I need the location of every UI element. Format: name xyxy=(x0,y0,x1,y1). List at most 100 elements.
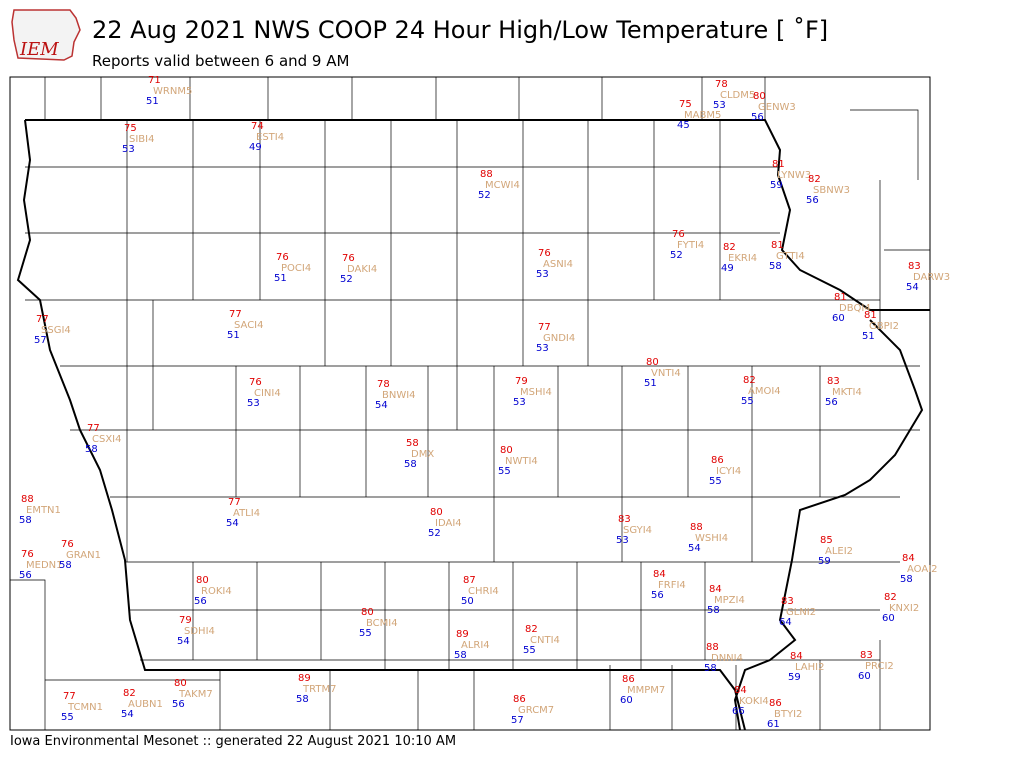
low-temp: 55 xyxy=(61,712,74,723)
high-temp: 80 xyxy=(361,607,374,618)
high-temp: 82 xyxy=(525,624,538,635)
footer: Iowa Environmental Mesonet :: generated … xyxy=(10,734,456,749)
low-temp: 54 xyxy=(226,518,239,529)
high-temp: 88 xyxy=(21,494,34,505)
low-temp: 52 xyxy=(340,274,353,285)
high-temp: 77 xyxy=(228,497,241,508)
low-temp: 54 xyxy=(906,282,919,293)
high-temp: 82 xyxy=(808,174,821,185)
high-temp: 84 xyxy=(734,685,747,696)
low-temp: 66 xyxy=(732,706,745,717)
high-temp: 81 xyxy=(864,310,877,321)
high-temp: 75 xyxy=(124,123,137,134)
high-temp: 88 xyxy=(480,169,493,180)
high-temp: 78 xyxy=(377,379,390,390)
high-temp: 82 xyxy=(884,592,897,603)
high-temp: 88 xyxy=(706,642,719,653)
high-temp: 79 xyxy=(515,376,528,387)
high-temp: 84 xyxy=(902,553,915,564)
high-temp: 76 xyxy=(538,248,551,259)
station-id: GBPI2 xyxy=(869,321,899,332)
station-id: GLNI2 xyxy=(786,607,816,618)
low-temp: 51 xyxy=(862,331,875,342)
high-temp: 77 xyxy=(36,314,49,325)
high-temp: 80 xyxy=(196,575,209,586)
station-id: TRTM7 xyxy=(302,684,336,695)
station-id: ALRI4 xyxy=(461,640,490,651)
high-temp: 74 xyxy=(251,121,264,132)
low-temp: 55 xyxy=(523,645,536,656)
station-id: SACI4 xyxy=(234,320,264,331)
high-temp: 87 xyxy=(463,575,476,586)
high-temp: 80 xyxy=(174,678,187,689)
high-temp: 58 xyxy=(406,438,419,449)
low-temp: 55 xyxy=(498,466,511,477)
high-temp: 88 xyxy=(690,522,703,533)
low-temp: 54 xyxy=(121,709,134,720)
high-temp: 86 xyxy=(513,694,526,705)
county-lines xyxy=(10,77,930,730)
high-temp: 79 xyxy=(179,615,192,626)
state-border xyxy=(16,119,930,731)
high-temp: 76 xyxy=(276,252,289,263)
high-temp: 89 xyxy=(456,629,469,640)
station-id: AOAI2 xyxy=(907,564,938,575)
station-id: CLDM5 xyxy=(720,90,755,101)
station-id: MCWI4 xyxy=(485,180,520,191)
low-temp: 58 xyxy=(707,605,720,616)
high-temp: 80 xyxy=(646,357,659,368)
low-temp: 52 xyxy=(670,250,683,261)
low-temp: 56 xyxy=(651,590,664,601)
station-id: FYTI4 xyxy=(677,240,704,251)
high-temp: 86 xyxy=(769,698,782,709)
low-temp: 51 xyxy=(274,273,287,284)
station-id: AMOI4 xyxy=(748,386,781,397)
station-id: LYNW3 xyxy=(777,170,811,181)
high-temp: 80 xyxy=(430,507,443,518)
low-temp: 60 xyxy=(858,671,871,682)
low-temp: 50 xyxy=(461,596,474,607)
station-id: CINI4 xyxy=(254,388,281,399)
station-id: MEDN1 xyxy=(26,560,63,571)
low-temp: 58 xyxy=(296,694,309,705)
low-temp: 45 xyxy=(677,120,690,131)
station-id: DARW3 xyxy=(913,272,950,283)
station-id: MABM5 xyxy=(684,110,721,121)
low-temp: 56 xyxy=(172,699,185,710)
low-temp: 58 xyxy=(769,261,782,272)
low-temp: 61 xyxy=(767,719,780,730)
station-id: GRAN1 xyxy=(66,550,101,561)
high-temp: 89 xyxy=(298,673,311,684)
station-id: GENW3 xyxy=(758,102,796,113)
low-temp: 59 xyxy=(788,672,801,683)
station-id: DMX xyxy=(411,449,434,460)
low-temp: 51 xyxy=(146,96,159,107)
high-temp: 86 xyxy=(711,455,724,466)
frame xyxy=(9,76,931,731)
high-temp: 82 xyxy=(743,375,756,386)
low-temp: 53 xyxy=(247,398,260,409)
low-temp: 53 xyxy=(616,535,629,546)
low-temp: 58 xyxy=(454,650,467,661)
low-temp: 54 xyxy=(177,636,190,647)
low-temp: 52 xyxy=(478,190,491,201)
station-id: ATLI4 xyxy=(233,508,260,519)
title: 22 Aug 2021 NWS COOP 24 Hour High/Low Te… xyxy=(92,16,828,44)
low-temp: 51 xyxy=(227,330,240,341)
station-id: SIBI4 xyxy=(129,134,154,145)
low-temp: 56 xyxy=(194,596,207,607)
station-id: GNDI4 xyxy=(543,333,575,344)
high-temp: 76 xyxy=(249,377,262,388)
station-id: GRCM7 xyxy=(518,705,554,716)
low-temp: 59 xyxy=(818,556,831,567)
low-temp: 54 xyxy=(375,400,388,411)
station-id: ROKI4 xyxy=(201,586,232,597)
station-id: IDAI4 xyxy=(435,518,462,529)
stations: 71WRNM55175SIBI45374ESTI44978CLDM55375MA… xyxy=(19,75,950,730)
high-temp: 77 xyxy=(63,691,76,702)
low-temp: 49 xyxy=(249,142,262,153)
low-temp: 56 xyxy=(751,112,764,123)
low-temp: 64 xyxy=(779,617,792,628)
station-id: SGYI4 xyxy=(623,525,652,536)
